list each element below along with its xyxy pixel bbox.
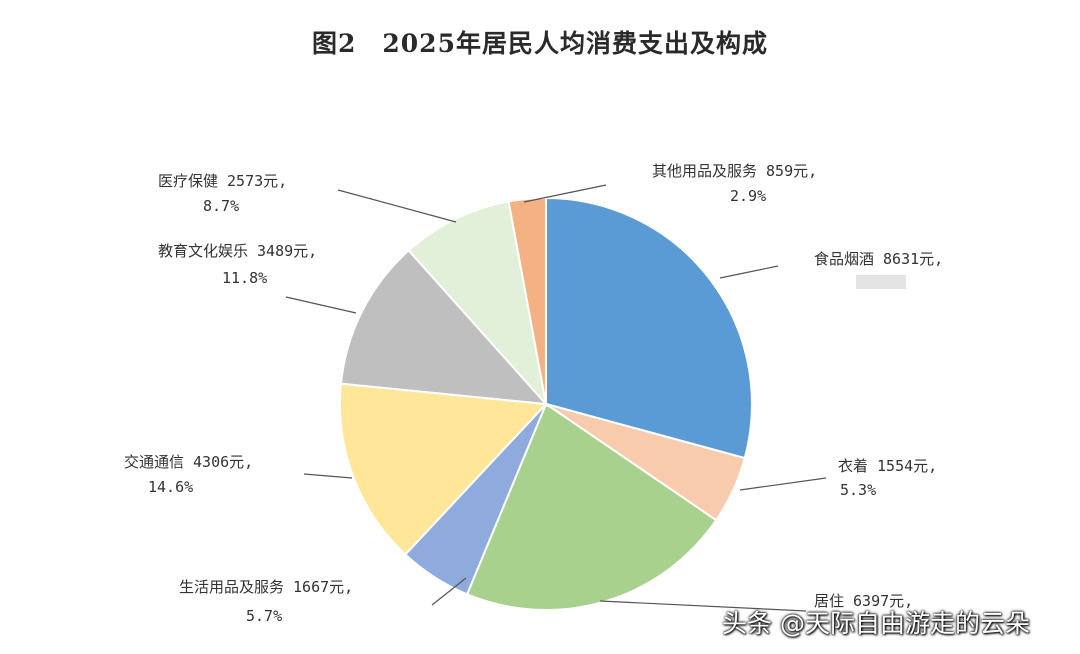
slice-percent-label: 11.8% xyxy=(222,269,267,287)
slice-label: 教育文化娱乐 3489元, xyxy=(158,242,317,260)
leader-line xyxy=(599,600,807,612)
slice-label: 衣着 1554元, xyxy=(838,457,937,475)
slice-label: 其他用品及服务 859元, xyxy=(652,162,817,180)
slice-label: 医疗保健 2573元, xyxy=(158,172,287,190)
slice-percent-label: 14.6% xyxy=(148,478,193,496)
pie-slice xyxy=(339,382,549,556)
obscured-percent xyxy=(856,275,906,289)
leader-line xyxy=(337,189,457,223)
slice-label: 生活用品及服务 1667元, xyxy=(179,578,353,596)
slice-label: 居住 6397元, xyxy=(814,592,913,610)
leader-line xyxy=(431,577,467,606)
pie-slice xyxy=(339,249,549,406)
watermark: 头条 @天际自由游走的云朵 xyxy=(722,609,1030,638)
pie-slices xyxy=(339,196,753,612)
leader-line xyxy=(719,265,779,279)
leader-line xyxy=(739,477,827,491)
slice-percent-label: 5.3% xyxy=(840,481,876,499)
slice-percent-label: 2.9% xyxy=(730,187,766,205)
pie-slice xyxy=(407,200,548,408)
leader-line xyxy=(303,473,353,479)
slice-label: 交通通信 4306元, xyxy=(124,453,253,471)
leader-line xyxy=(285,296,357,314)
leader-line xyxy=(523,184,607,203)
pie-slice xyxy=(545,196,753,460)
chart-title: 图2 2025年居民人均消费支出及构成 xyxy=(312,29,768,58)
slice-label: 食品烟酒 8631元, xyxy=(814,250,943,268)
slice-percent-label: 5.7% xyxy=(246,607,282,625)
leader-lines xyxy=(285,184,827,612)
slice-labels: 食品烟酒 8631元, 衣着 1554元, 5.3% 居住 6397元, 生活用品及服务… xyxy=(124,162,943,625)
slice-percent-label: 8.7% xyxy=(203,197,239,215)
